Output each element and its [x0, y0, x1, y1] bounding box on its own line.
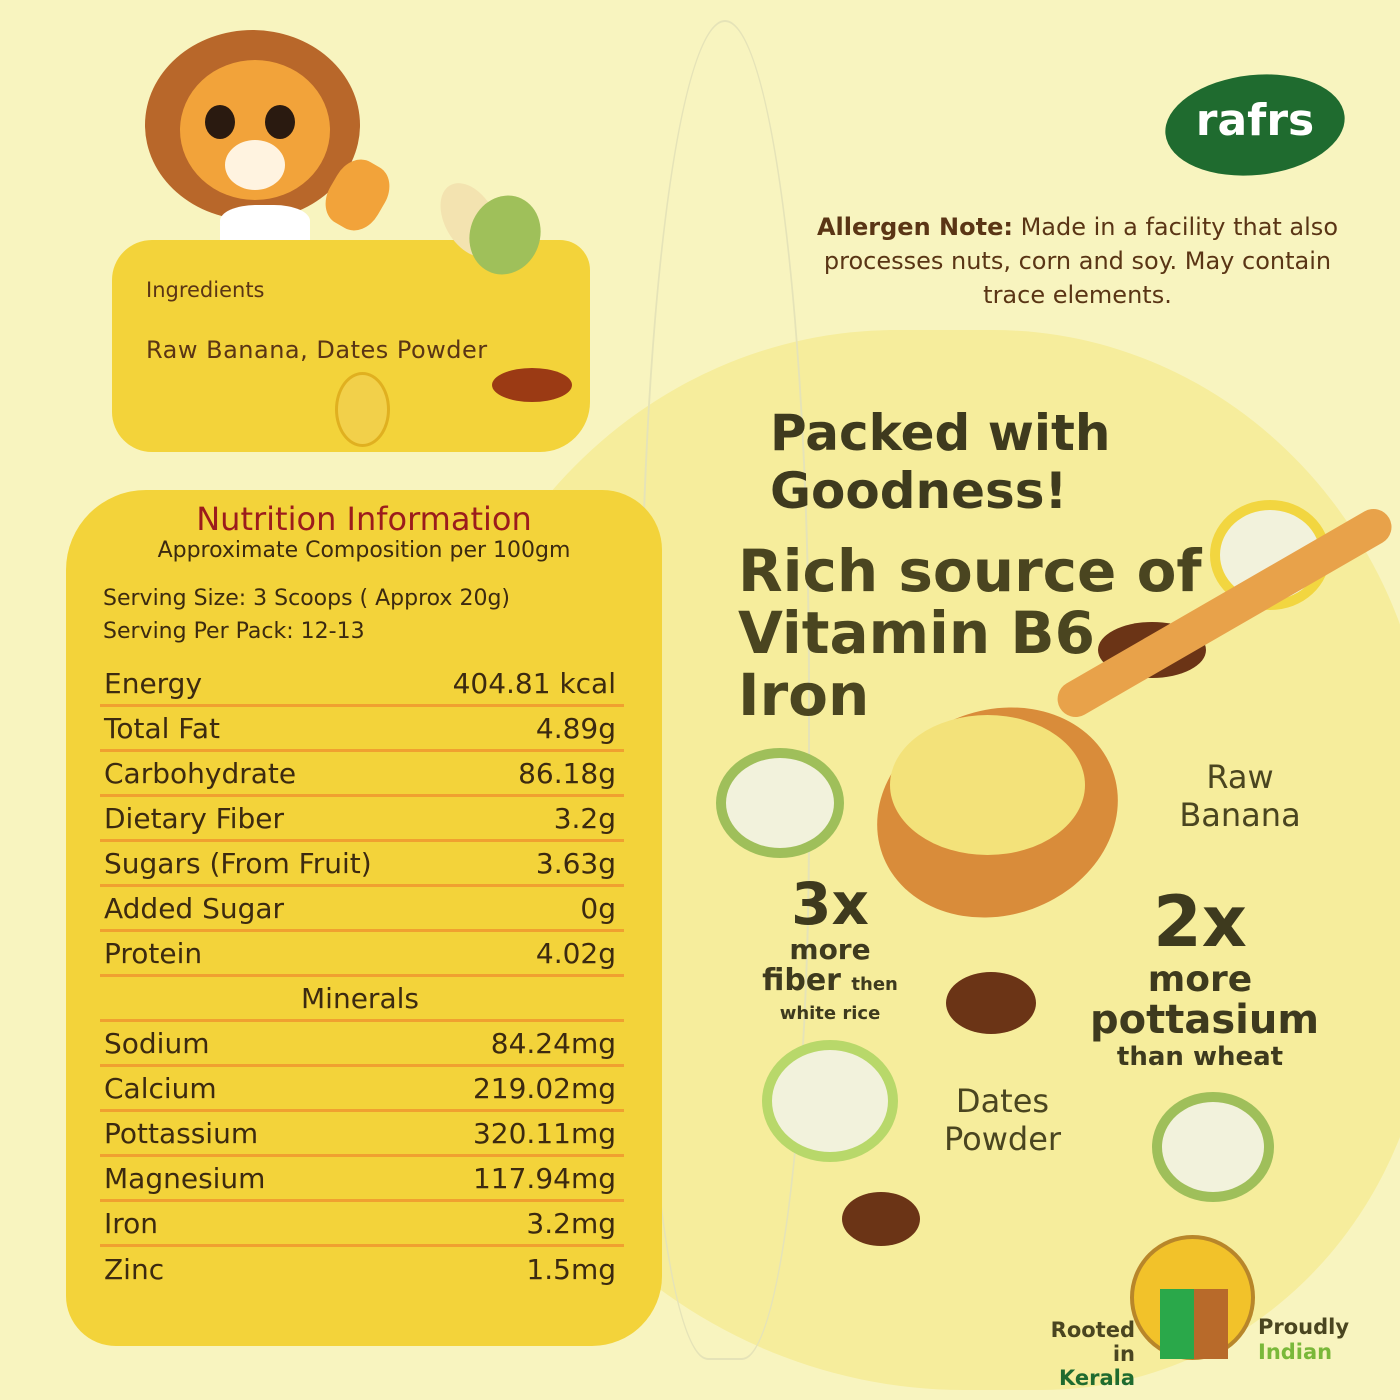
banana-slice-icon — [716, 748, 844, 858]
row-value: 3.63g — [535, 846, 616, 880]
row-label: Energy — [104, 666, 203, 700]
kathakali-badge-icon — [1130, 1235, 1255, 1360]
label-line: Powder — [943, 1120, 1062, 1158]
stat-line: more — [1147, 959, 1253, 1000]
nutrition-card — [66, 490, 662, 1346]
table-row: Protein 4.02g — [100, 932, 624, 977]
row-value: 1.5mg — [526, 1253, 616, 1286]
date-fruit-icon — [842, 1192, 920, 1246]
row-label: Total Fat — [104, 711, 220, 745]
table-row: Sodium 84.24mg — [100, 1022, 624, 1067]
table-row: Zinc 1.5mg — [100, 1247, 624, 1292]
nutrition-table: Energy 404.81 kcal Total Fat 4.89g Carbohy… — [100, 662, 624, 1292]
stat-big: 3x — [791, 870, 869, 938]
table-row: Iron 3.2mg — [100, 1202, 624, 1247]
raw-banana-label: Raw Banana — [1170, 758, 1310, 834]
banana-slice-icon — [762, 1040, 898, 1162]
badge-text: Kerala — [1058, 1366, 1135, 1390]
nutrition-title: Nutrition Information — [196, 500, 532, 538]
table-row: Sugars (From Fruit) 3.63g — [100, 842, 624, 887]
row-label: Protein — [104, 936, 203, 970]
row-label: Sodium — [104, 1026, 210, 1060]
stat-line: white rice — [779, 1003, 881, 1024]
row-label: Zinc — [104, 1253, 165, 1286]
table-row: Total Fat 4.89g — [100, 707, 624, 752]
row-value: 3.2mg — [526, 1206, 616, 1240]
row-label: Pottassium — [104, 1116, 259, 1150]
row-value: 219.02mg — [472, 1071, 616, 1105]
row-value: 404.81 kcal — [452, 666, 616, 700]
label-line: Raw — [1206, 758, 1274, 796]
brand-logo-text: rafrs — [1195, 95, 1315, 146]
row-label: Calcium — [104, 1071, 217, 1105]
rich-source-heading: Rich source of Vitamin B6 Iron — [738, 540, 1202, 726]
stat-line: fiber — [762, 963, 841, 998]
ingredients-title: Ingredients — [146, 278, 265, 302]
table-row: Dietary Fiber 3.2g — [100, 797, 624, 842]
serving-per-pack: Serving Per Pack: 12-13 — [103, 619, 365, 644]
row-value: 320.11mg — [472, 1116, 616, 1150]
ingredients-text: Raw Banana, Dates Powder — [146, 336, 488, 364]
row-label: Iron — [104, 1206, 159, 1240]
stat-line: than wheat — [1116, 1042, 1284, 1072]
lion-mascot — [140, 20, 399, 245]
minerals-heading: Minerals — [100, 977, 624, 1022]
banana-slice-icon — [1152, 1092, 1274, 1202]
stat-line: then — [851, 974, 898, 995]
row-value: 4.89g — [535, 711, 616, 745]
table-row: Pottassium 320.11mg — [100, 1112, 624, 1157]
rooted-in-kerala: Rooted in Kerala — [1025, 1318, 1135, 1390]
row-label: Added Sugar — [104, 891, 285, 925]
minerals-heading-text: Minerals — [301, 981, 419, 1015]
row-label: Magnesium — [104, 1161, 266, 1195]
table-row: Magnesium 117.94mg — [100, 1157, 624, 1202]
allergen-note: Allergen Note: Made in a facility that a… — [800, 210, 1355, 312]
serving-size: Serving Size: 3 Scoops ( Approx 20g) — [103, 586, 510, 611]
table-row: Added Sugar 0g — [100, 887, 624, 932]
badge-text: Rooted in — [1050, 1318, 1135, 1366]
row-value: 84.24mg — [490, 1026, 616, 1060]
rich-line-2: Vitamin B6 — [738, 599, 1095, 667]
row-label: Sugars (From Fruit) — [104, 846, 372, 880]
badge-text: Proudly — [1258, 1315, 1350, 1339]
allergen-text: Made in a facility that also processes n… — [823, 213, 1338, 309]
stat-line: pottasium — [1090, 997, 1320, 1043]
proudly-indian: Proudly Indian — [1258, 1315, 1349, 1365]
row-label: Dietary Fiber — [104, 801, 285, 835]
label-line: Banana — [1179, 796, 1301, 834]
row-label: Carbohydrate — [104, 756, 297, 790]
dates-icon — [492, 368, 572, 402]
stat-big: 2x — [1153, 881, 1247, 963]
nutrition-subtitle: Approximate Composition per 100gm — [157, 538, 571, 563]
row-value: 4.02g — [535, 936, 616, 970]
dates-powder-label: Dates Powder — [930, 1082, 1075, 1158]
rich-line-3: Iron — [738, 661, 870, 729]
date-fruit-icon — [946, 972, 1036, 1034]
table-row: Energy 404.81 kcal — [100, 662, 624, 707]
banana-bunch-icon — [335, 372, 390, 447]
powder-icon — [890, 715, 1085, 855]
row-value: 86.18g — [518, 756, 616, 790]
row-value: 0g — [580, 891, 616, 925]
stat-line: more — [789, 933, 871, 966]
potassium-stat: 2x more pottasium than wheat — [1090, 881, 1320, 1072]
headline: Packed with Goodness! — [770, 404, 1111, 520]
label-line: Dates — [955, 1082, 1050, 1120]
row-value: 117.94mg — [472, 1161, 616, 1195]
table-row: Calcium 219.02mg — [100, 1067, 624, 1112]
fiber-stat: 3x more fiber then white rice — [760, 872, 900, 1026]
row-value: 3.2g — [553, 801, 616, 835]
rich-line-1: Rich source of — [738, 537, 1202, 605]
allergen-label: Allergen Note: — [816, 213, 1013, 241]
badge-text: Indian — [1258, 1340, 1333, 1364]
table-row: Carbohydrate 86.18g — [100, 752, 624, 797]
